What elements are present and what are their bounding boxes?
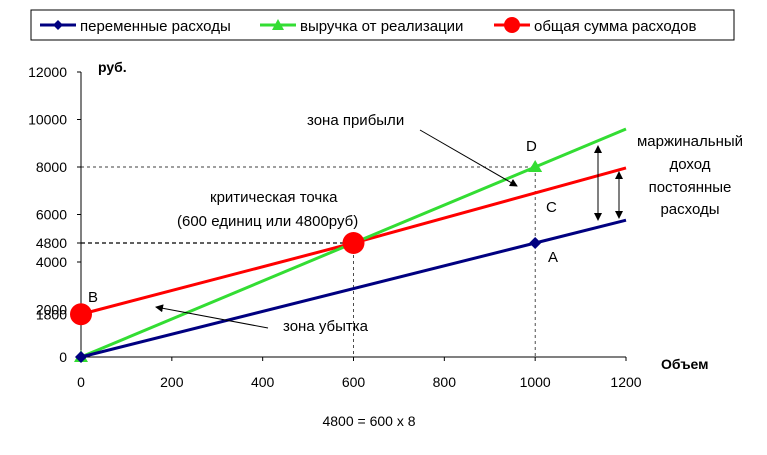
- x-tick-label: 1200: [610, 374, 641, 390]
- series-point-revenue: [528, 160, 543, 172]
- annotations: B A C D зона прибыли зона убытка критиче…: [88, 112, 743, 429]
- series-point-total-costs: [70, 303, 92, 326]
- loss-zone-arrow: [155, 304, 269, 329]
- y-tick-label: 4000: [36, 254, 67, 270]
- margin-label-line2: доход: [669, 156, 710, 173]
- y-axis-label: руб.: [98, 59, 127, 75]
- critical-point-label-line1: критическая точка: [210, 189, 338, 206]
- legend-item-total-costs: общая сумма расходов: [494, 17, 696, 35]
- legend: переменные расходы выручка от реализации…: [30, 9, 735, 41]
- x-tick-label: 0: [77, 374, 85, 390]
- point-a-label: A: [548, 249, 558, 266]
- x-axis-ticks: 0 200 400 600 800 1000 1200: [77, 357, 642, 390]
- fixed-costs-label-line1: постоянные: [649, 179, 732, 196]
- y-tick-label: 10000: [28, 112, 67, 128]
- point-b-label: B: [88, 289, 98, 306]
- y-tick-label: 2000: [36, 302, 67, 318]
- loss-zone-label: зона убытка: [283, 318, 369, 335]
- legend-item-variable-costs: переменные расходы: [40, 18, 231, 35]
- formula-text: 4800 = 600 x 8: [322, 413, 415, 429]
- y-tick-label: 0: [59, 349, 67, 365]
- profit-zone-arrow: [419, 129, 518, 187]
- x-tick-label: 800: [433, 374, 457, 390]
- x-tick-label: 200: [160, 374, 184, 390]
- x-tick-label: 1000: [520, 374, 551, 390]
- y-tick-label: 8000: [36, 159, 67, 175]
- series-point-variable-costs: [529, 237, 542, 249]
- margin-label-line1: маржинальный: [637, 133, 743, 150]
- legend-label-revenue: выручка от реализации: [300, 18, 463, 35]
- point-d-label: D: [526, 138, 537, 155]
- series-layer: [70, 127, 627, 363]
- y-tick-label: 4800: [36, 235, 67, 251]
- legend-label-total-costs: общая сумма расходов: [534, 18, 696, 35]
- fixed-costs-label-line2: расходы: [660, 201, 719, 218]
- legend-label-variable-costs: переменные расходы: [80, 18, 231, 35]
- guide-lines: [81, 166, 536, 357]
- y-tick-label: 1800: [36, 306, 67, 322]
- series-point-variable-costs: [75, 351, 87, 363]
- x-axis-label: Объем: [661, 356, 709, 372]
- series-point-total-costs: [342, 232, 365, 254]
- point-c-label: C: [546, 199, 557, 216]
- profit-zone-label: зона прибыли: [307, 112, 404, 129]
- y-tick-label: 12000: [28, 64, 67, 80]
- critical-point-label-line2: (600 единиц или 4800руб): [177, 213, 358, 230]
- legend-item-revenue: выручка от реализации: [260, 18, 463, 35]
- x-tick-label: 400: [251, 374, 275, 390]
- x-tick-label: 600: [342, 374, 366, 390]
- y-tick-label: 6000: [36, 207, 67, 223]
